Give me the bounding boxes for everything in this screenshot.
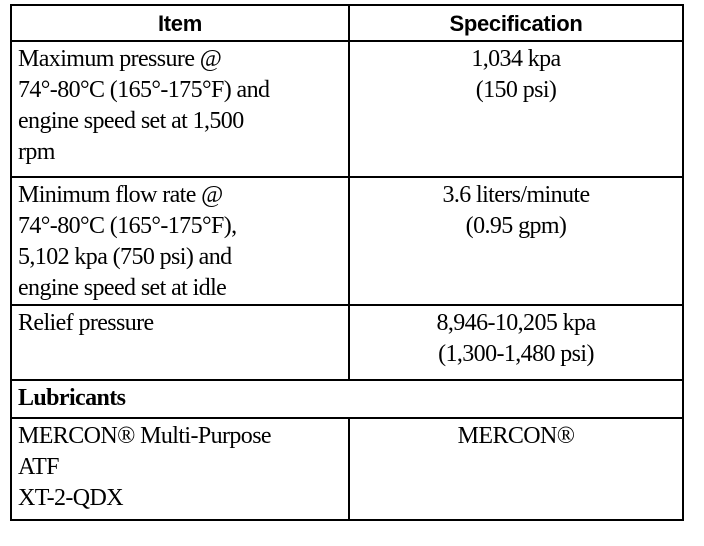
item-line: rpm [18,139,55,165]
item-line: ATF [18,454,59,480]
item-line: engine speed set at 1,500 [18,108,244,134]
header-row: Item Specification [10,4,684,42]
item-line: Relief pressure [18,310,154,336]
item-cell: Minimum flow rate @ 74°-80°C (165°-175°F… [10,176,350,306]
table-row: Maximum pressure @ 74°-80°C (165°-175°F)… [10,40,684,178]
section-heading-lubricants: Lubricants [10,379,684,419]
spec-line: (150 psi) [475,77,557,103]
item-line: XT-2-QDX [18,485,124,511]
item-line: MERCON® Multi-Purpose [18,423,272,449]
spec-cell: 1,034 kpa (150 psi) [348,40,684,178]
spec-line: 1,034 kpa [471,46,561,72]
item-line: Minimum flow rate @ [18,182,223,208]
item-line: 74°-80°C (165°-175°F), [18,213,237,239]
table-row: Minimum flow rate @ 74°-80°C (165°-175°F… [10,176,684,306]
spec-cell: 3.6 liters/minute (0.95 gpm) [348,176,684,306]
spec-line: (1,300-1,480 psi) [438,341,594,367]
item-line: 74°-80°C (165°-175°F) and [18,77,270,103]
table-row: Relief pressure 8,946-10,205 kpa (1,300-… [10,304,684,381]
item-line: engine speed set at idle [18,275,227,301]
item-cell: MERCON® Multi-Purpose ATF XT-2-QDX [10,417,350,521]
section-row: Lubricants [10,379,684,419]
spec-line: 8,946-10,205 kpa [436,310,596,336]
item-line: 5,102 kpa (750 psi) and [18,244,232,270]
header-item: Item [10,4,350,42]
spec-line: 3.6 liters/minute [442,182,590,208]
spec-line: MERCON® [457,423,575,449]
item-line: Maximum pressure @ [18,46,222,72]
spec-cell: 8,946-10,205 kpa (1,300-1,480 psi) [348,304,684,381]
specification-table: Item Specification Maximum pressure @ 74… [10,4,684,521]
spec-line: (0.95 gpm) [465,213,567,239]
item-cell: Relief pressure [10,304,350,381]
header-specification: Specification [348,4,684,42]
spec-cell: MERCON® [348,417,684,521]
table-row: MERCON® Multi-Purpose ATF XT-2-QDX MERCO… [10,417,684,521]
item-cell: Maximum pressure @ 74°-80°C (165°-175°F)… [10,40,350,178]
